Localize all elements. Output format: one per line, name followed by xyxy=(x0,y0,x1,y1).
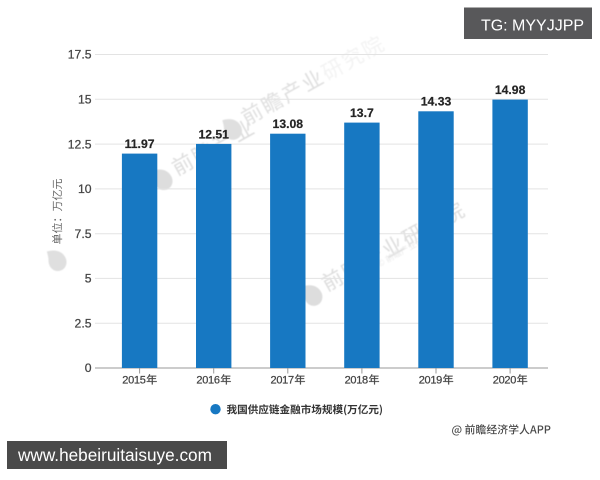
svg-text:14.98: 14.98 xyxy=(495,83,526,97)
svg-text:TG: MYYJJPP: TG: MYYJJPP xyxy=(481,17,584,34)
svg-text:2016: 2016 xyxy=(196,375,219,387)
svg-text:13.08: 13.08 xyxy=(273,117,304,131)
svg-text:13.7: 13.7 xyxy=(350,106,374,120)
svg-text:12.51: 12.51 xyxy=(198,127,229,141)
svg-text:2017: 2017 xyxy=(271,375,294,387)
svg-text:0: 0 xyxy=(85,361,92,375)
svg-text:5: 5 xyxy=(85,272,92,286)
svg-text:11.97: 11.97 xyxy=(125,137,155,151)
svg-text:www.hebeiruitaisuye.com: www.hebeiruitaisuye.com xyxy=(17,445,212,465)
svg-text:14.33: 14.33 xyxy=(421,95,452,109)
svg-text:12.5: 12.5 xyxy=(68,137,92,151)
svg-text:2018: 2018 xyxy=(345,375,368,387)
svg-text:10: 10 xyxy=(78,182,92,196)
svg-text:15: 15 xyxy=(78,93,92,107)
svg-text:17.5: 17.5 xyxy=(68,48,92,62)
svg-text:2015: 2015 xyxy=(122,375,145,387)
svg-text:7.5: 7.5 xyxy=(75,227,92,241)
svg-text:2020: 2020 xyxy=(493,375,516,387)
svg-text:2.5: 2.5 xyxy=(75,316,92,330)
svg-text:2019: 2019 xyxy=(419,375,442,387)
